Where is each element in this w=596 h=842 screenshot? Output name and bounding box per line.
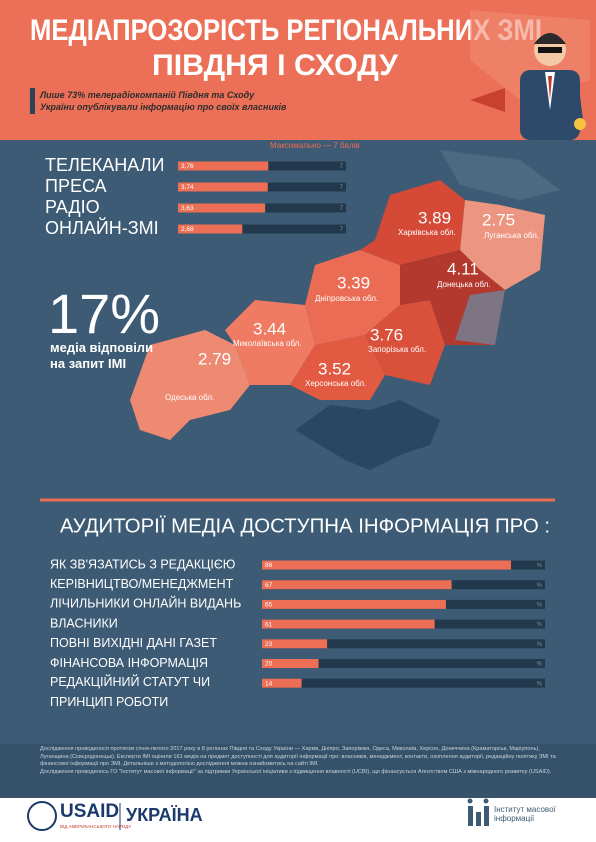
- region-name: Харківська обл.: [398, 228, 456, 237]
- bar-end-label: %: [537, 563, 543, 569]
- usaid-logo: USAID: [60, 801, 119, 822]
- region-name: Одеська обл.: [165, 393, 214, 402]
- region-name: Луганська обл.: [484, 231, 539, 240]
- region-score: 3.76: [370, 325, 403, 344]
- bar: [178, 224, 243, 234]
- section-title: АУДИТОРІЇ МЕДІА ДОСТУПНА ІНФОРМАЦІЯ ПРО …: [60, 515, 550, 537]
- subtitle: Лише 73% телерадіокомпаній Півдня та Схо…: [40, 90, 287, 112]
- category-label: РАДІО: [45, 197, 100, 217]
- usaid-tagline: ВІД АМЕРИКАНСЬКОГО НАРОДУ: [60, 824, 131, 829]
- region-score: 2.75: [482, 210, 515, 229]
- region-score: 4.11: [447, 259, 479, 278]
- category-label: ЯК ЗВ'ЯЗАТИСЬ З РЕДАКЦІЄЮ: [50, 557, 236, 571]
- category-label: ПОВНІ ВИХІДНІ ДАНІ ГАЗЕТ: [50, 636, 217, 650]
- region-name: Запорізька обл.: [368, 345, 426, 354]
- map: [130, 150, 560, 470]
- region-score: 3.89: [418, 208, 451, 227]
- value-label: 61: [265, 621, 273, 628]
- bar-end-label: 7: [340, 206, 344, 212]
- stat-text: медіа відповіли на запит IMI: [50, 340, 154, 371]
- region-score: 3.52: [318, 359, 351, 378]
- illustration: [470, 10, 590, 140]
- region-score: 3.39: [337, 273, 370, 292]
- bar-end-label: 7: [340, 164, 344, 170]
- bar: [262, 599, 446, 609]
- bar-track: [262, 639, 545, 649]
- bar-end-label: 7: [340, 227, 344, 233]
- bar: [262, 560, 512, 570]
- category-label: ФІНАНСОВА ІНФОРМАЦІЯ: [50, 656, 208, 670]
- value-label: 23: [265, 641, 273, 648]
- value-label: 20: [265, 661, 273, 668]
- bar-track: [178, 224, 346, 234]
- footer-text: Дослідження проводилося протягом січня-л…: [40, 746, 558, 776]
- title-line: ПІВДНЯ І СХОДУ: [152, 49, 398, 82]
- subtitle-marker: [30, 88, 35, 114]
- bar-end-label: %: [537, 583, 543, 589]
- bar-track: [262, 659, 545, 668]
- map-labels: 3.89 Харківська обл. 2.75 Луганська обл.…: [165, 208, 539, 402]
- category-label: ЛІЧИЛЬНИКИ ОНЛАЙН ВИДАНЬ: [50, 596, 241, 611]
- bar-end-label: 7: [340, 185, 344, 191]
- region-score: 3.44: [253, 319, 286, 338]
- footer-paragraph: Дослідження проводилося протягом січня-л…: [40, 746, 556, 767]
- bar-end-label: %: [537, 662, 543, 668]
- category-label: ОНЛАЙН-ЗМІ: [45, 217, 159, 238]
- value-label: 67: [265, 582, 273, 589]
- bar: [262, 619, 435, 629]
- value-label: 14: [265, 680, 273, 687]
- region-name: Херсонська обл.: [305, 379, 366, 388]
- category-label: ПРЕСА: [45, 176, 107, 196]
- bar-end-label: %: [537, 602, 543, 608]
- region-score: 2.79: [198, 349, 231, 368]
- bar: [178, 182, 268, 192]
- scale-note: Максимально — 7 балів: [270, 141, 360, 150]
- imi-logo: Інститут масової інформації: [494, 805, 556, 823]
- bar: [262, 659, 319, 668]
- category-label: ТЕЛЕКАНАЛИ: [45, 155, 164, 175]
- bar-end-label: %: [537, 681, 543, 687]
- region-name: Донецька обл.: [437, 280, 490, 289]
- bar: [178, 203, 266, 213]
- bar: [262, 639, 328, 649]
- bar-end-label: %: [537, 642, 543, 648]
- category-label: КЕРІВНИЦТВО/МЕНЕДЖМЕНТ: [50, 577, 234, 591]
- region-name: Миколаївська обл.: [233, 339, 302, 348]
- title-line: МЕДІАПРОЗОРІСТЬ РЕГІОНАЛЬНИХ ЗМІ: [30, 14, 542, 47]
- bar: [178, 161, 269, 171]
- footer-band: [0, 744, 596, 798]
- value-label: 3,76: [181, 163, 194, 170]
- bar-track: [262, 678, 545, 688]
- value-label: 2,68: [181, 226, 194, 233]
- ukraine-logo: УКРАЇНА: [126, 805, 203, 825]
- usaid-seal: [27, 801, 57, 831]
- bar: [262, 580, 452, 590]
- imi-icon: [467, 798, 489, 826]
- value-label: 65: [265, 602, 273, 609]
- value-label: 3,74: [181, 184, 194, 191]
- bar: [262, 678, 302, 688]
- value-label: 88: [265, 562, 273, 569]
- category-label: ВЛАСНИКИ: [50, 616, 118, 630]
- footer-paragraph: Дослідження проводилось ГО "Інститут мас…: [40, 768, 552, 775]
- stat-value: 17%: [48, 282, 160, 345]
- value-label: 3,63: [181, 205, 194, 212]
- region-name: Дніпровська обл.: [315, 294, 378, 303]
- bar-end-label: %: [537, 622, 543, 628]
- category-label: РЕДАКЦІЙНИЙ СТАТУТ ЧИ ПРИНЦИП РОБОТИ: [50, 674, 214, 709]
